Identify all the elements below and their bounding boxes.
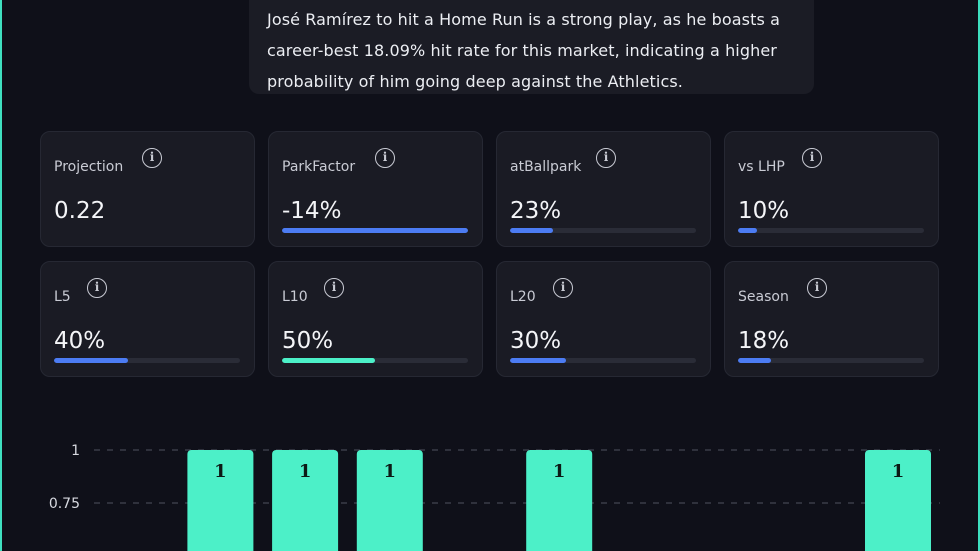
- stat-card-projection: Projection i 0.22: [40, 131, 255, 247]
- bar-data-label: 1: [892, 461, 905, 482]
- stat-value: 23%: [510, 198, 562, 224]
- stat-label: atBallpark: [510, 159, 582, 175]
- hit-history-bar-chart: 1 0.75 1 1 1 1 1: [49, 443, 940, 551]
- info-icon[interactable]: i: [324, 278, 344, 298]
- stat-value: 40%: [54, 328, 106, 354]
- stat-label: Projection: [54, 159, 124, 175]
- info-icon[interactable]: i: [375, 148, 395, 168]
- stat-card-parkfactor: ParkFactor i -14%: [268, 131, 483, 247]
- stat-label: vs LHP: [738, 159, 785, 175]
- frame-edge-right: [978, 0, 980, 551]
- bar-data-label: 1: [384, 461, 397, 482]
- stat-value: 30%: [510, 328, 562, 354]
- info-icon[interactable]: i: [807, 278, 827, 298]
- info-icon[interactable]: i: [142, 148, 162, 168]
- stat-progress-fill: [738, 358, 772, 363]
- y-tick-label: 1: [71, 443, 80, 459]
- stat-progress-track: [510, 228, 696, 233]
- stat-label: Season: [738, 289, 789, 305]
- bar: [187, 450, 254, 551]
- stat-card-vs-lhp: vs LHP i 10%: [724, 131, 939, 247]
- stat-value: 50%: [282, 328, 334, 354]
- stat-progress-fill: [510, 358, 566, 363]
- stat-value: 0.22: [54, 198, 106, 224]
- bar: [272, 450, 339, 551]
- stat-progress-track: [738, 228, 924, 233]
- stat-label: L5: [54, 289, 71, 305]
- stat-card-l10: L10 i 50%: [268, 261, 483, 377]
- bar-data-label: 1: [299, 461, 312, 482]
- stat-card-season: Season i 18%: [724, 261, 939, 377]
- info-icon[interactable]: i: [87, 278, 107, 298]
- stat-progress-track: [282, 228, 468, 233]
- stat-progress-track: [510, 358, 696, 363]
- stat-progress-fill: [510, 228, 553, 233]
- bar-data-label: 1: [553, 461, 566, 482]
- stat-card-l20: L20 i 30%: [496, 261, 711, 377]
- stat-progress-fill: [738, 228, 757, 233]
- stat-value: 10%: [738, 198, 790, 224]
- info-icon[interactable]: i: [802, 148, 822, 168]
- frame-edge-left: [0, 0, 2, 551]
- bar-data-label: 1: [214, 461, 227, 482]
- stat-progress-fill: [54, 358, 129, 363]
- stat-label: L10: [282, 289, 308, 305]
- stat-card-l5: L5 i 40%: [40, 261, 255, 377]
- stat-label: ParkFactor: [282, 159, 356, 175]
- stat-progress-fill: [282, 358, 375, 363]
- stat-progress-track: [738, 358, 924, 363]
- bar: [526, 450, 593, 551]
- analysis-summary-card: José Ramírez to hit a Home Run is a stro…: [249, 0, 814, 94]
- stat-value: 18%: [738, 328, 790, 354]
- stat-progress-track: [54, 358, 240, 363]
- bar: [865, 450, 931, 551]
- y-tick-label: 0.75: [49, 496, 80, 512]
- bar: [356, 450, 423, 551]
- info-icon[interactable]: i: [596, 148, 616, 168]
- info-icon[interactable]: i: [553, 278, 573, 298]
- stat-card-atballpark: atBallpark i 23%: [496, 131, 711, 247]
- analysis-summary-text: José Ramírez to hit a Home Run is a stro…: [267, 10, 781, 91]
- stat-label: L20: [510, 289, 536, 305]
- stat-progress-fill: [282, 228, 468, 233]
- stat-value: -14%: [282, 198, 342, 224]
- stat-progress-track: [282, 358, 468, 363]
